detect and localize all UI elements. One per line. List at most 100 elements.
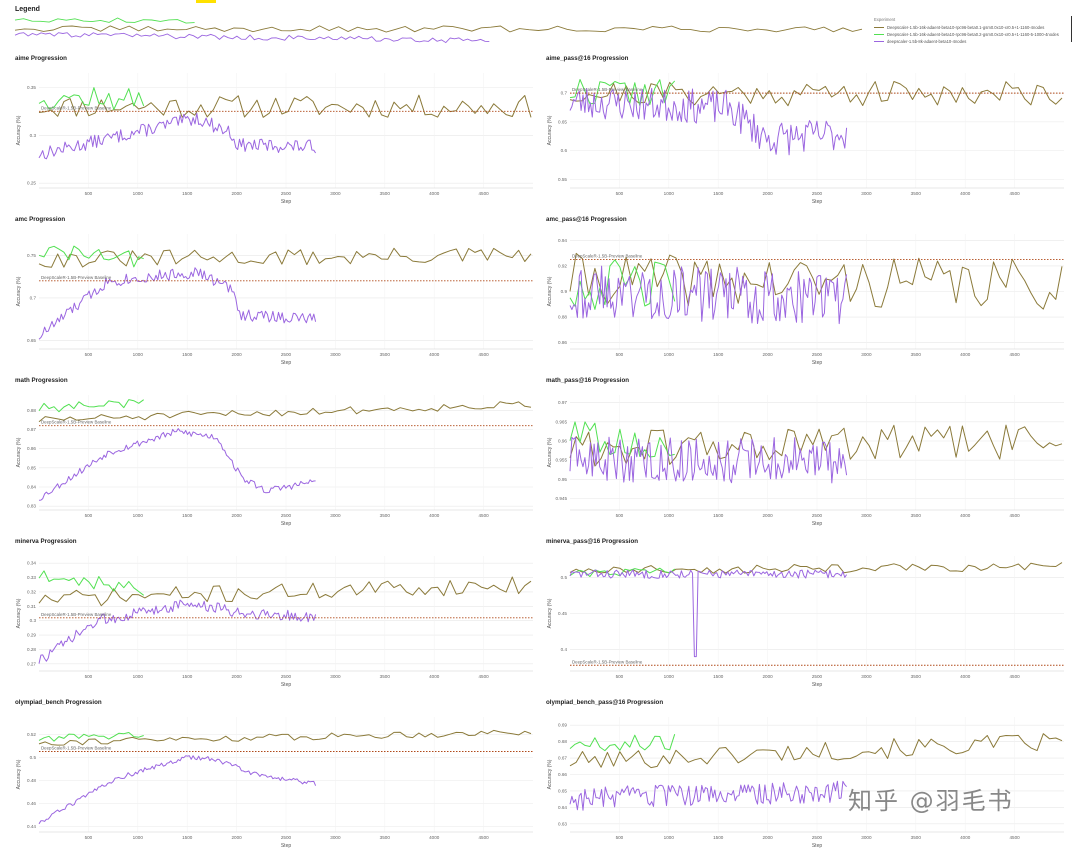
baseline-label: DeepScaleR-1.5B-Preview Baseline (41, 420, 112, 425)
x-tick-label: 1000 (133, 352, 144, 357)
y-tick-label: 0.65 (558, 788, 567, 793)
chart-svg: 0.44 0.46 0.48 0.5 0.52 500 1000 1500 2000 2500 30… (16, 717, 533, 849)
x-tick-label: 2000 (762, 191, 773, 196)
x-axis-label: Step (281, 521, 292, 527)
series-line-green[interactable] (38, 87, 145, 110)
x-tick-label: 1500 (182, 835, 193, 840)
baseline-label: DeepScaleR-1.5B-Preview Baseline (572, 87, 643, 92)
x-tick-label: 4500 (1009, 835, 1020, 840)
series-line-purple[interactable] (569, 569, 848, 658)
y-tick-label: 0.68 (558, 739, 567, 744)
legend-overview-line (14, 32, 490, 44)
legend-entry[interactable]: Deepscaler-1.5b-16k-adaent-beta10-rpc96-… (874, 24, 1076, 31)
legend-entry[interactable]: Deepscaler-1.5b-16k-adaent-beta10-rpc96-… (874, 31, 1076, 38)
x-tick-label: 2500 (281, 513, 292, 518)
series-line-green[interactable] (569, 734, 676, 752)
x-tick-label: 3000 (330, 513, 341, 518)
legend-overview-line (14, 17, 195, 24)
series-line-green[interactable] (569, 421, 675, 458)
series-line-olive[interactable] (569, 81, 1063, 107)
x-tick-label: 1500 (182, 674, 193, 679)
y-tick-label: 0.46 (27, 801, 36, 806)
series-line-green[interactable] (38, 245, 144, 268)
x-tick-label: 3000 (330, 191, 341, 196)
x-tick-label: 3500 (380, 674, 391, 679)
y-tick-label: 0.66 (558, 772, 567, 777)
x-tick-label: 1500 (713, 513, 724, 518)
series-line-green[interactable] (38, 732, 144, 742)
series-line-green[interactable] (38, 399, 144, 413)
x-tick-label: 4500 (1009, 191, 1020, 196)
y-tick-label: 0.67 (558, 756, 567, 761)
x-tick-label: 4500 (478, 513, 489, 518)
y-tick-label: 0.4 (561, 647, 568, 652)
x-tick-label: 2500 (281, 674, 292, 679)
chart-title: minerva Progression (15, 538, 77, 545)
x-tick-label: 4000 (429, 835, 440, 840)
legend-entry-label: Deepscaler-1.5b-16k-adaent-beta10-rpc96-… (887, 25, 1045, 30)
x-axis-label: Step (812, 843, 823, 849)
series-line-purple[interactable] (38, 112, 317, 160)
x-axis-label: Step (812, 199, 823, 205)
x-tick-label: 2000 (231, 835, 242, 840)
x-tick-label: 1500 (713, 352, 724, 357)
series-line-green[interactable] (38, 570, 145, 596)
y-tick-label: 0.3 (30, 133, 37, 138)
x-tick-label: 2000 (231, 191, 242, 196)
y-axis-label: Accuracy (%) (547, 598, 553, 628)
x-tick-label: 4000 (429, 674, 440, 679)
y-tick-label: 0.27 (27, 661, 36, 666)
chart-panel: aime Progression 0.25 0.3 0.35 500 1000 1500 20… (15, 55, 535, 213)
chart-title: math_pass@16 Progression (546, 377, 630, 384)
x-tick-label: 500 (85, 835, 93, 840)
y-tick-label: 0.32 (27, 589, 36, 594)
legend-overview-plot (14, 17, 863, 44)
series-line-purple[interactable] (569, 436, 848, 484)
y-tick-label: 0.25 (27, 181, 36, 186)
x-tick-label: 1500 (713, 674, 724, 679)
x-axis-label: Step (281, 843, 292, 849)
series-line-purple[interactable] (569, 780, 847, 811)
series-line-olive[interactable] (38, 247, 532, 268)
series-line-purple[interactable] (38, 755, 317, 825)
y-axis-label: Accuracy (%) (16, 115, 22, 145)
y-tick-label: 0.5 (30, 755, 37, 760)
series-line-olive[interactable] (569, 733, 1063, 769)
x-tick-label: 2000 (231, 513, 242, 518)
y-tick-label: 0.45 (558, 611, 567, 616)
series-line-purple[interactable] (38, 267, 317, 340)
x-tick-label: 2500 (281, 352, 292, 357)
series-line-olive[interactable] (569, 562, 1063, 574)
chart-svg: 0.63 0.64 0.65 0.66 0.67 0.68 0.69 500 1000 1500 2… (547, 717, 1064, 849)
y-tick-label: 0.7 (30, 295, 37, 300)
chart-panel: minerva Progression 0.27 0.28 0.29 0.3 0.31 0.… (15, 538, 535, 696)
series-line-purple[interactable] (569, 87, 848, 156)
series-line-olive[interactable] (38, 94, 532, 118)
x-axis-label: Step (812, 360, 823, 366)
x-tick-label: 2500 (812, 191, 823, 196)
legend-entry-label: deepscaler-1.5b-8k-adaent-beta10-4nodes (887, 39, 967, 44)
series-line-green[interactable] (569, 259, 676, 310)
y-tick-label: 0.3 (30, 618, 37, 623)
series-line-olive[interactable] (38, 729, 532, 746)
series-line-purple[interactable] (38, 428, 316, 501)
series-line-olive[interactable] (569, 424, 1063, 467)
x-tick-label: 4000 (960, 352, 971, 357)
series-line-olive[interactable] (38, 576, 532, 607)
x-tick-label: 3500 (911, 352, 922, 357)
y-axis-label: Accuracy (%) (547, 276, 553, 306)
legend-entry-label: Deepscaler-1.5b-16k-adaent-beta10-rpc96-… (887, 32, 1059, 37)
series-line-olive[interactable] (38, 401, 532, 423)
y-tick-label: 0.65 (27, 338, 36, 343)
y-tick-label: 0.88 (27, 408, 36, 413)
y-tick-label: 0.64 (558, 805, 567, 810)
y-tick-label: 0.35 (27, 85, 36, 90)
x-tick-label: 500 (616, 191, 624, 196)
series-line-purple[interactable] (569, 265, 848, 325)
legend-entry[interactable]: deepscaler-1.5b-8k-adaent-beta10-4nodes (874, 38, 1076, 45)
legend-divider (1071, 16, 1072, 42)
series-line-purple[interactable] (38, 599, 317, 664)
x-tick-label: 3500 (380, 191, 391, 196)
baseline-label: DeepScaleR-1.5B-Preview Baseline (572, 659, 643, 664)
chart-panel: amc_pass@16 Progression 0.86 0.88 0.9 0.92 0.… (546, 216, 1066, 374)
